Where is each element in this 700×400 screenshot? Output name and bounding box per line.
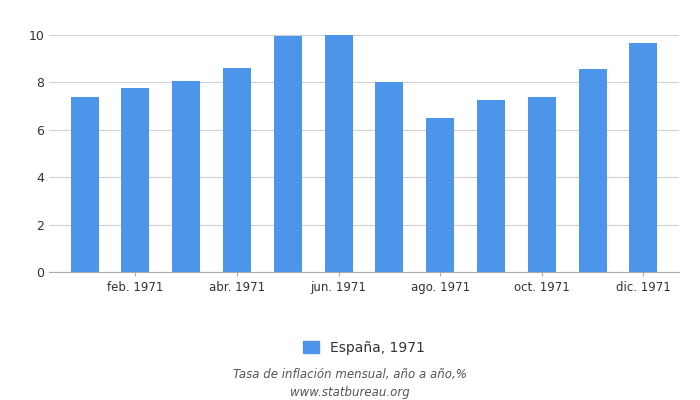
Bar [325,35,353,272]
Bar [579,69,607,272]
Bar [426,118,454,272]
Text: Tasa de inflación mensual, año a año,%: Tasa de inflación mensual, año a año,% [233,368,467,381]
Bar [121,88,149,272]
Bar [528,96,556,272]
Text: www.statbureau.org: www.statbureau.org [290,386,410,399]
Bar [71,96,99,272]
Legend: España, 1971: España, 1971 [297,335,431,360]
Bar [223,68,251,272]
Bar [172,81,200,272]
Bar [274,36,302,272]
Bar [375,82,403,272]
Bar [629,43,657,272]
Bar [477,100,505,272]
